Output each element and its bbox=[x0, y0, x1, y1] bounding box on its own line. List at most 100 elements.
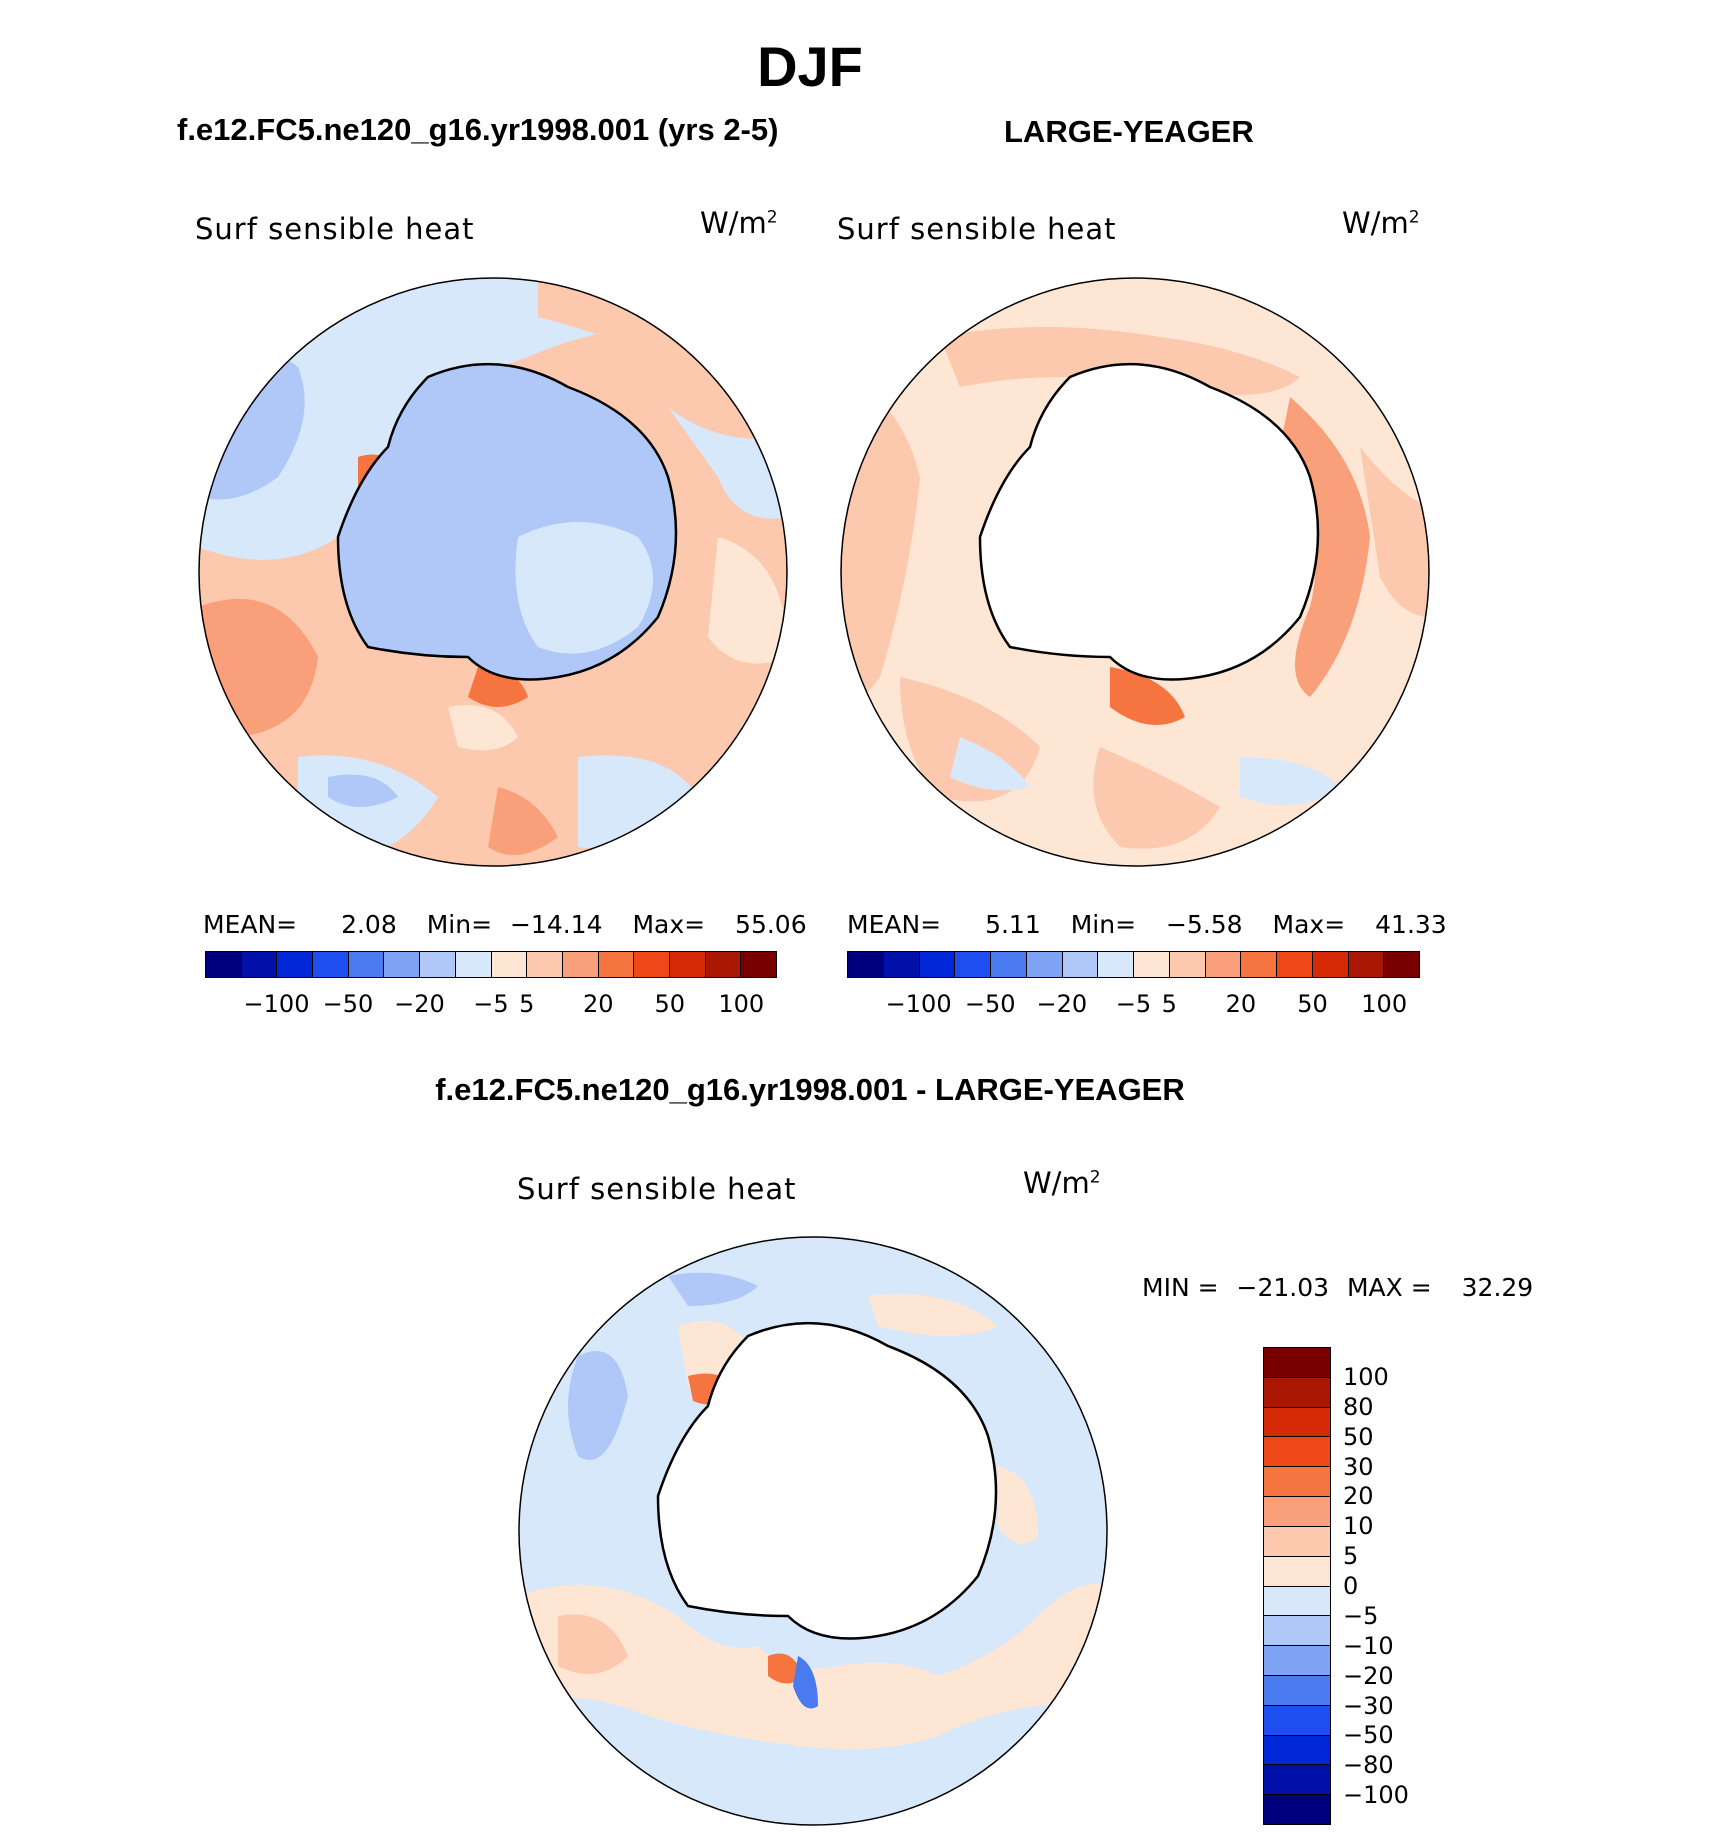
colorbar-tick-label: 100 bbox=[1361, 990, 1408, 1018]
panel3-stats: MIN = −21.03 MAX = 32.29 bbox=[1142, 1273, 1534, 1302]
colorbar-tick-label: 5 bbox=[519, 990, 535, 1018]
colorbar-swatch bbox=[883, 952, 920, 977]
colorbar-swatch bbox=[1264, 1556, 1330, 1587]
panel1-units: W/m2 bbox=[700, 206, 778, 240]
colorbar-swatch bbox=[1264, 1437, 1330, 1468]
colorbar-tick-label: 20 bbox=[1225, 990, 1257, 1018]
colorbar-swatch bbox=[455, 952, 492, 977]
colorbar-tick-label: 5 bbox=[1343, 1542, 1359, 1571]
colorbar-tick-label: −50 bbox=[964, 990, 1016, 1018]
colorbar-tick-label: 30 bbox=[1343, 1452, 1374, 1481]
colorbar-swatch bbox=[1264, 1675, 1330, 1706]
panel3-colorbar bbox=[1263, 1347, 1331, 1825]
colorbar-swatch bbox=[1264, 1497, 1330, 1527]
colorbar-swatch bbox=[669, 952, 706, 977]
panel2-colorbar bbox=[847, 951, 1420, 978]
colorbar-swatch bbox=[1134, 952, 1170, 977]
panel3-colorbar-ticks: 100 80 50 30 20 10 5 0 −5 −10 −20 −30 −50 −80 −100 bbox=[1343, 1347, 1463, 1825]
panel2-stats: MEAN= 5.11 Min= −5.58 Max= 41.33 bbox=[847, 910, 1447, 939]
colorbar-swatch bbox=[634, 952, 670, 977]
colorbar-swatch bbox=[1384, 952, 1419, 977]
panel1-stats: MEAN= 2.08 Min= −14.14 Max= 55.06 bbox=[203, 910, 807, 939]
colorbar-tick-label: −20 bbox=[1343, 1661, 1394, 1690]
colorbar-tick-label: −100 bbox=[1343, 1781, 1409, 1810]
colorbar-swatch bbox=[1264, 1526, 1330, 1557]
colorbar-tick-label: 20 bbox=[582, 990, 614, 1018]
panel2-title: LARGE-YEAGER bbox=[1004, 114, 1254, 149]
colorbar-swatch bbox=[313, 952, 349, 977]
colorbar-tick-label: 50 bbox=[1297, 990, 1328, 1018]
colorbar-tick-label: 10 bbox=[1343, 1512, 1374, 1541]
colorbar-swatch bbox=[1264, 1407, 1330, 1438]
colorbar-tick-label: 50 bbox=[1343, 1422, 1374, 1451]
colorbar-tick-label: 5 bbox=[1161, 990, 1177, 1018]
colorbar-swatch bbox=[1026, 952, 1063, 977]
colorbar-tick-label: −80 bbox=[1343, 1751, 1394, 1780]
colorbar-swatch bbox=[527, 952, 563, 977]
colorbar-swatch bbox=[848, 952, 884, 977]
colorbar-tick-label: 0 bbox=[1343, 1572, 1359, 1600]
panel3-map bbox=[518, 1236, 1108, 1826]
colorbar-tick-label: 20 bbox=[1343, 1482, 1374, 1511]
colorbar-swatch bbox=[420, 952, 456, 977]
colorbar-swatch bbox=[1205, 952, 1242, 977]
colorbar-swatch bbox=[1062, 952, 1099, 977]
colorbar-swatch bbox=[598, 952, 635, 977]
colorbar-swatch bbox=[1241, 952, 1277, 977]
panel3-units: W/m2 bbox=[1023, 1166, 1101, 1200]
colorbar-swatch bbox=[1264, 1795, 1330, 1824]
colorbar-tick-label: −50 bbox=[322, 990, 374, 1018]
colorbar-swatch bbox=[1098, 952, 1134, 977]
colorbar-swatch bbox=[562, 952, 599, 977]
panel2-units: W/m2 bbox=[1342, 206, 1420, 240]
colorbar-tick-label: 100 bbox=[718, 990, 765, 1018]
colorbar-swatch bbox=[348, 952, 385, 977]
figure-title: DJF bbox=[757, 35, 863, 98]
colorbar-swatch bbox=[277, 952, 314, 977]
colorbar-tick-label: −100 bbox=[243, 990, 310, 1018]
panel1-colorbar bbox=[205, 951, 777, 978]
colorbar-swatch bbox=[1264, 1377, 1330, 1408]
colorbar-swatch bbox=[1264, 1646, 1330, 1676]
panel1-map bbox=[198, 277, 788, 867]
colorbar-swatch bbox=[1264, 1348, 1330, 1378]
colorbar-tick-label: 100 bbox=[1343, 1362, 1389, 1391]
colorbar-swatch bbox=[705, 952, 742, 977]
colorbar-tick-label: −5 bbox=[1343, 1601, 1379, 1630]
colorbar-swatch bbox=[491, 952, 528, 977]
colorbar-swatch bbox=[1264, 1586, 1330, 1617]
colorbar-tick-label: −5 bbox=[473, 990, 509, 1018]
colorbar-swatch bbox=[206, 952, 242, 977]
colorbar-swatch bbox=[1169, 952, 1206, 977]
colorbar-tick-label: −50 bbox=[1343, 1721, 1394, 1750]
colorbar-swatch bbox=[919, 952, 956, 977]
panel1-colorbar-ticks: −100 −50 −20 −5 5 20 50 100 bbox=[205, 990, 777, 1020]
panel3-variable-label: Surf sensible heat bbox=[517, 1172, 797, 1206]
colorbar-swatch bbox=[1264, 1467, 1330, 1498]
colorbar-tick-label: −20 bbox=[394, 990, 445, 1018]
colorbar-swatch bbox=[1277, 952, 1313, 977]
panel1-title: f.e12.FC5.ne120_g16.yr1998.001 (yrs 2-5) bbox=[177, 112, 779, 147]
colorbar-swatch bbox=[1264, 1735, 1330, 1766]
colorbar-swatch bbox=[1348, 952, 1385, 977]
colorbar-swatch bbox=[741, 952, 776, 977]
panel2-map bbox=[840, 277, 1430, 867]
colorbar-swatch bbox=[991, 952, 1027, 977]
colorbar-tick-label: −30 bbox=[1343, 1691, 1394, 1720]
colorbar-swatch bbox=[1312, 952, 1349, 977]
colorbar-swatch bbox=[241, 952, 278, 977]
colorbar-tick-label: 80 bbox=[1343, 1392, 1374, 1421]
colorbar-tick-label: −20 bbox=[1036, 990, 1088, 1018]
colorbar-tick-label: −100 bbox=[885, 990, 952, 1018]
panel2-variable-label: Surf sensible heat bbox=[837, 212, 1117, 246]
colorbar-tick-label: 50 bbox=[654, 990, 686, 1018]
colorbar-swatch bbox=[1264, 1705, 1330, 1736]
panel2-colorbar-ticks: −100 −50 −20 −5 5 20 50 100 bbox=[847, 990, 1420, 1020]
panel1-variable-label: Surf sensible heat bbox=[195, 212, 475, 246]
colorbar-swatch bbox=[1264, 1616, 1330, 1647]
colorbar-swatch bbox=[1264, 1765, 1330, 1796]
colorbar-tick-label: −5 bbox=[1115, 990, 1152, 1018]
colorbar-tick-label: −10 bbox=[1343, 1631, 1394, 1660]
panel3-title: f.e12.FC5.ne120_g16.yr1998.001 - LARGE-Y… bbox=[435, 1072, 1185, 1107]
colorbar-swatch bbox=[384, 952, 421, 977]
